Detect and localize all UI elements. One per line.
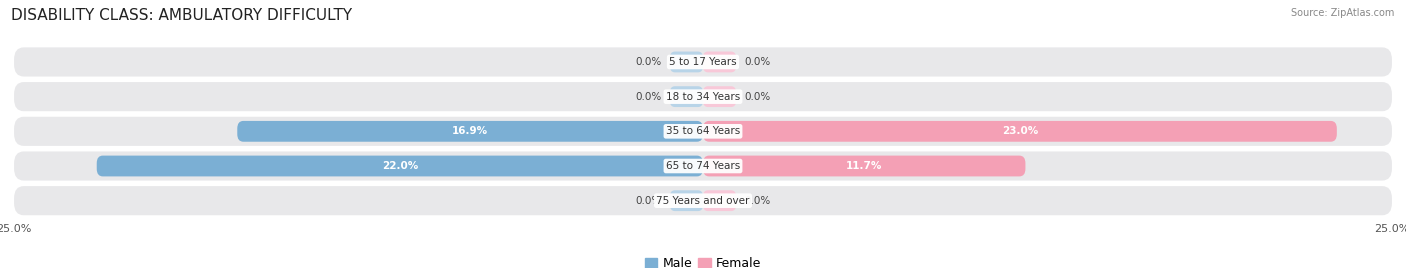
Legend: Male, Female: Male, Female (640, 252, 766, 268)
FancyBboxPatch shape (703, 121, 1337, 142)
FancyBboxPatch shape (703, 86, 737, 107)
Text: 5 to 17 Years: 5 to 17 Years (669, 57, 737, 67)
Text: 11.7%: 11.7% (846, 161, 883, 171)
FancyBboxPatch shape (238, 121, 703, 142)
Text: 18 to 34 Years: 18 to 34 Years (666, 92, 740, 102)
Text: 0.0%: 0.0% (636, 196, 662, 206)
Text: 0.0%: 0.0% (636, 92, 662, 102)
FancyBboxPatch shape (669, 51, 703, 72)
FancyBboxPatch shape (14, 151, 1392, 181)
Text: 0.0%: 0.0% (744, 196, 770, 206)
Text: 22.0%: 22.0% (382, 161, 418, 171)
FancyBboxPatch shape (97, 156, 703, 176)
FancyBboxPatch shape (14, 47, 1392, 77)
FancyBboxPatch shape (14, 117, 1392, 146)
FancyBboxPatch shape (703, 190, 737, 211)
FancyBboxPatch shape (703, 51, 737, 72)
FancyBboxPatch shape (669, 86, 703, 107)
Text: 16.9%: 16.9% (453, 126, 488, 136)
FancyBboxPatch shape (14, 186, 1392, 215)
FancyBboxPatch shape (669, 190, 703, 211)
Text: 0.0%: 0.0% (744, 92, 770, 102)
Text: 65 to 74 Years: 65 to 74 Years (666, 161, 740, 171)
Text: 23.0%: 23.0% (1002, 126, 1038, 136)
Text: DISABILITY CLASS: AMBULATORY DIFFICULTY: DISABILITY CLASS: AMBULATORY DIFFICULTY (11, 8, 353, 23)
Text: 75 Years and over: 75 Years and over (657, 196, 749, 206)
FancyBboxPatch shape (703, 156, 1025, 176)
Text: 0.0%: 0.0% (636, 57, 662, 67)
FancyBboxPatch shape (14, 82, 1392, 111)
Text: 0.0%: 0.0% (744, 57, 770, 67)
Text: Source: ZipAtlas.com: Source: ZipAtlas.com (1291, 8, 1395, 18)
Text: 35 to 64 Years: 35 to 64 Years (666, 126, 740, 136)
